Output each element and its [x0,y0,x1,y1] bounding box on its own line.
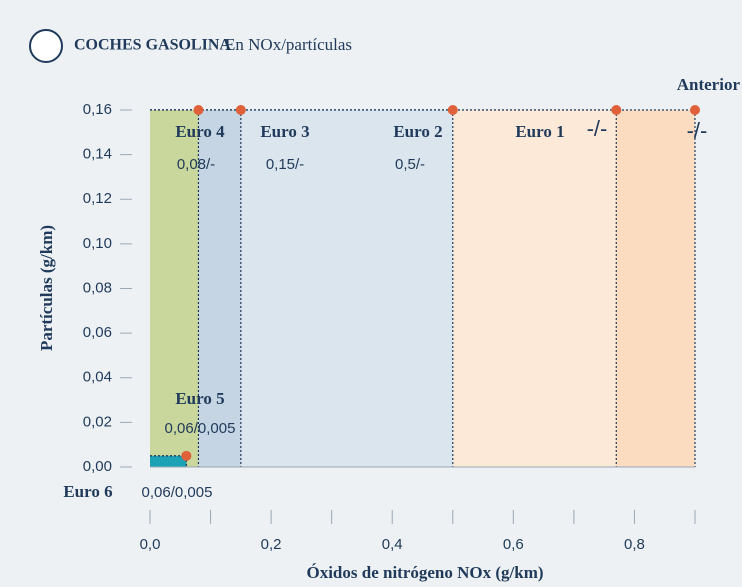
region-name: Euro 1 [515,122,564,141]
region-value-label: 0,5/- [395,156,425,173]
chart-subtitle: En NOx/partículas [225,35,352,54]
region-value-label: 0,06/0,005 [142,484,213,501]
corner-dot [181,450,192,461]
y-tick-label: 0,06 [83,324,112,341]
y-tick-label: 0,16 [83,101,112,118]
x-axis-label: Óxidos de nitrógeno NOx (g/km) [306,563,543,582]
region [150,455,187,467]
region-name: Anterior [677,75,741,94]
chart-title: COCHES GASOLINA [74,37,231,54]
region-name: Euro 2 [393,122,442,141]
y-tick-label: 0,14 [83,146,112,163]
region-value-label: 0,15/- [266,156,304,173]
region-name: Euro 3 [260,122,309,141]
x-tick-label: 0,0 [140,536,161,553]
icon [29,29,63,63]
x-tick-label: 0,8 [624,536,645,553]
x-tick-label: 0,2 [261,536,282,553]
region-value-label: 0,06/0,005 [165,420,236,437]
x-tick-label: 0,4 [382,536,403,553]
corner-dot [193,105,204,115]
corner-dot [611,105,622,115]
region-name: Euro 4 [175,122,225,141]
region-name: Euro 5 [175,389,224,408]
corner-dot [447,105,458,115]
y-tick-label: 0,12 [83,190,112,207]
corner-dot [235,105,246,115]
y-tick-label: 0,04 [83,369,112,386]
region-name: Euro 6 [63,482,112,501]
region-value-label: -/- [687,118,708,143]
region-value-label: 0,08/- [177,156,215,173]
y-tick-label: 0,08 [83,279,112,296]
y-tick-label: 0,02 [83,413,112,430]
region-value-label: -/- [587,116,608,141]
y-tick-label: 0,10 [83,235,112,252]
x-tick-label: 0,6 [503,536,524,553]
y-tick-label: 0,00 [83,458,112,475]
y-axis-label: Partículas (g/km) [37,225,56,351]
corner-dot [690,105,700,115]
region [150,110,199,467]
